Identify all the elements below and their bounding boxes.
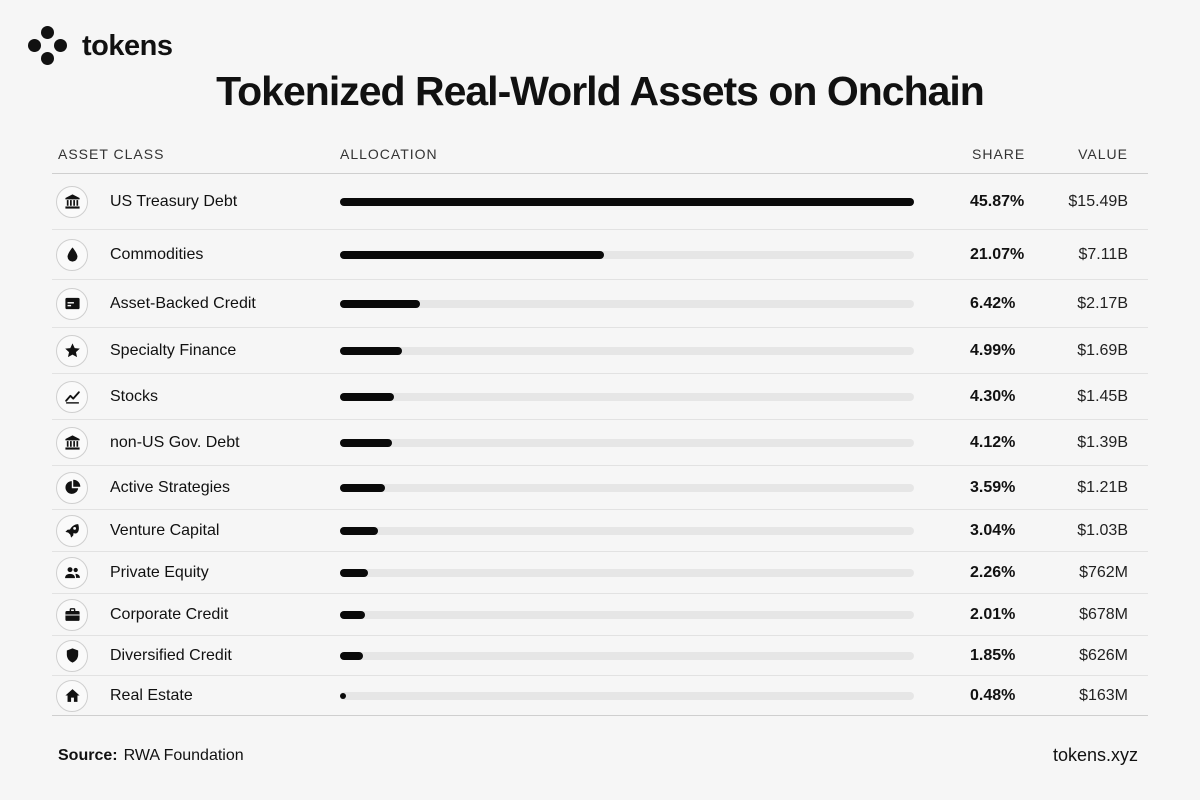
table-row: Private Equity 2.26% $762M — [52, 552, 1148, 594]
allocation-bar — [340, 392, 394, 401]
table-row: Corporate Credit 2.01% $678M — [52, 594, 1148, 636]
shield-icon — [56, 639, 88, 672]
asset-value: $7.11B — [1078, 245, 1128, 263]
table-header: ASSET CLASS ALLOCATION SHARE VALUE — [52, 140, 1148, 174]
share-value: 6.42% — [970, 294, 1016, 312]
asset-class-label: Private Equity — [110, 563, 209, 581]
allocation-track — [340, 299, 914, 308]
header-value: VALUE — [1078, 146, 1128, 162]
asset-value: $163M — [1079, 686, 1128, 704]
allocation-bar — [340, 438, 392, 447]
allocation-bar — [340, 651, 363, 660]
table-row: Specialty Finance 4.99% $1.69B — [52, 328, 1148, 374]
table-row: non-US Gov. Debt 4.12% $1.39B — [52, 420, 1148, 466]
asset-class-label: Venture Capital — [110, 521, 220, 539]
asset-class-label: Asset-Backed Credit — [110, 294, 256, 312]
allocation-track — [340, 392, 914, 401]
asset-class-label: Diversified Credit — [110, 646, 232, 664]
asset-class-label: Stocks — [110, 387, 159, 405]
asset-value: $2.17B — [1077, 294, 1128, 312]
briefcase-icon — [56, 598, 88, 631]
table-body: US Treasury Debt 45.87% $15.49B Commodities… — [52, 174, 1148, 716]
table-row: Asset-Backed Credit 6.42% $2.17B — [52, 280, 1148, 328]
allocation-bar — [340, 346, 402, 355]
share-value: 4.12% — [970, 433, 1016, 451]
allocation-track — [340, 610, 914, 619]
table-row: Real Estate 0.48% $163M — [52, 676, 1148, 716]
share-value: 0.48% — [970, 686, 1016, 704]
trend-icon — [56, 380, 88, 413]
asset-class-label: Real Estate — [110, 686, 193, 704]
chart-title: Tokenized Real-World Assets on Onchain — [216, 68, 985, 114]
drop-icon — [56, 238, 88, 271]
asset-value: $1.39B — [1077, 433, 1128, 451]
brand-name: tokens — [82, 29, 173, 62]
asset-value: $1.21B — [1077, 478, 1128, 496]
asset-value: $1.45B — [1077, 387, 1128, 405]
asset-value: $762M — [1079, 563, 1128, 581]
allocation-track — [340, 346, 914, 355]
bank-icon — [56, 185, 88, 218]
asset-class-label: US Treasury Debt — [110, 192, 238, 210]
asset-value: $15.49B — [1068, 192, 1128, 210]
asset-value: $678M — [1079, 605, 1128, 623]
allocation-bar — [340, 526, 378, 535]
header-asset-class: ASSET CLASS — [58, 146, 165, 162]
table-row: Stocks 4.30% $1.45B — [52, 374, 1148, 420]
brand-logo: tokens — [28, 26, 173, 66]
allocation-bar — [340, 197, 914, 206]
allocation-track — [340, 651, 914, 660]
allocation-bar — [340, 568, 368, 577]
table-row: Venture Capital 3.04% $1.03B — [52, 510, 1148, 552]
source-value: RWA Foundation — [123, 747, 244, 764]
allocation-track — [340, 438, 914, 447]
logo-dots-icon — [28, 26, 68, 66]
allocation-bar — [340, 299, 420, 308]
asset-value: $626M — [1079, 646, 1128, 664]
header-share: SHARE — [972, 146, 1026, 162]
share-value: 4.99% — [970, 341, 1016, 359]
allocation-table: ASSET CLASS ALLOCATION SHARE VALUE US Tr… — [52, 140, 1148, 716]
allocation-track — [340, 526, 914, 535]
source-label: Source: — [58, 747, 118, 764]
table-row: US Treasury Debt 45.87% $15.49B — [52, 174, 1148, 230]
allocation-bar — [340, 483, 385, 492]
asset-value: $1.03B — [1077, 521, 1128, 539]
allocation-track — [340, 250, 914, 259]
star-icon — [56, 334, 88, 367]
source-note: Source: RWA Foundation — [58, 747, 244, 765]
asset-class-label: Active Strategies — [110, 478, 231, 496]
asset-value: $1.69B — [1077, 341, 1128, 359]
table-row: Commodities 21.07% $7.11B — [52, 230, 1148, 280]
share-value: 1.85% — [970, 646, 1016, 664]
allocation-track — [340, 691, 914, 700]
share-value: 3.04% — [970, 521, 1016, 539]
allocation-bar — [340, 692, 346, 699]
header-allocation: ALLOCATION — [340, 146, 438, 162]
share-value: 4.30% — [970, 387, 1016, 405]
share-value: 21.07% — [970, 245, 1025, 263]
asset-class-label: Specialty Finance — [110, 341, 237, 359]
share-value: 2.01% — [970, 605, 1016, 623]
allocation-track — [340, 483, 914, 492]
asset-class-label: non-US Gov. Debt — [110, 433, 240, 451]
pie-chart-icon — [56, 471, 88, 504]
asset-class-label: Commodities — [110, 245, 204, 263]
asset-class-label: Corporate Credit — [110, 605, 229, 623]
people-icon — [56, 556, 88, 589]
allocation-track — [340, 197, 914, 206]
share-value: 2.26% — [970, 563, 1016, 581]
allocation-bar — [340, 610, 365, 619]
share-value: 45.87% — [970, 192, 1025, 210]
site-url: tokens.xyz — [1052, 745, 1138, 765]
home-icon — [56, 679, 88, 712]
allocation-bar — [340, 250, 604, 259]
table-row: Active Strategies 3.59% $1.21B — [52, 466, 1148, 510]
credit-card-icon — [56, 287, 88, 320]
rocket-icon — [56, 514, 88, 547]
table-row: Diversified Credit 1.85% $626M — [52, 636, 1148, 676]
allocation-track — [340, 568, 914, 577]
bank-icon — [56, 426, 88, 459]
share-value: 3.59% — [970, 478, 1016, 496]
